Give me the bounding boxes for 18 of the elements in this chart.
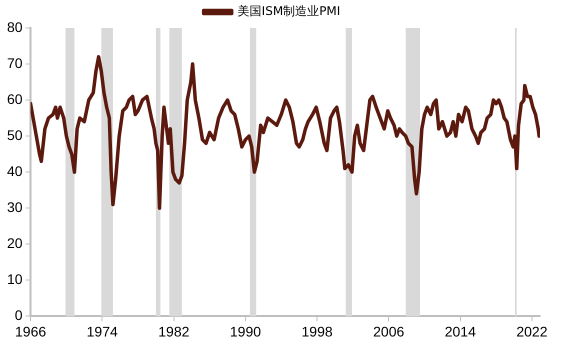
y-tick-label: 30 xyxy=(6,198,23,215)
y-tick-label: 20 xyxy=(6,235,23,252)
y-tick-label: 0 xyxy=(14,307,23,324)
x-tick-label: 1966 xyxy=(14,323,46,340)
y-tick-label: 60 xyxy=(6,90,23,107)
x-tick-label: 1990 xyxy=(230,323,262,340)
x-tick-label: 2006 xyxy=(373,323,404,340)
x-tick-label: 1998 xyxy=(301,323,333,340)
y-tick-label: 50 xyxy=(6,126,23,143)
x-tick-label: 2014 xyxy=(444,323,476,340)
x-tick-label: 1982 xyxy=(158,323,190,340)
y-tick-label: 70 xyxy=(6,54,23,71)
legend-label: 美国ISM制造业PMI xyxy=(238,4,340,18)
y-tick-label: 40 xyxy=(6,162,23,179)
x-tick-label: 1974 xyxy=(86,323,118,340)
y-tick-label: 80 xyxy=(6,18,23,35)
y-tick-label: 10 xyxy=(6,271,23,288)
x-tick-label: 2022 xyxy=(516,323,548,340)
